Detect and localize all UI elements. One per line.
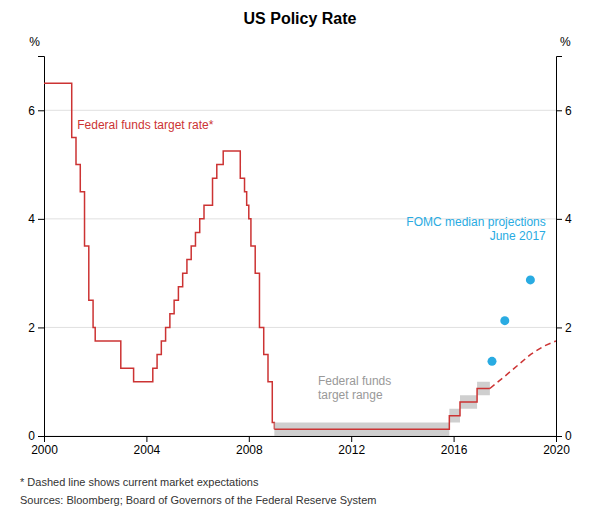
tick: 6 [556,104,572,118]
tick-mark [454,436,455,442]
grid [44,110,556,436]
tick-mark [38,110,44,111]
tick-mark [249,436,250,442]
tick-mark [146,436,147,442]
line [274,389,490,430]
tick: 2012 [338,436,365,457]
tick: 6 [28,104,44,118]
tick: 2004 [134,436,161,457]
tick: 2000 [31,436,58,457]
tick: 2 [556,321,572,335]
tick: 0 [28,429,44,443]
tick-label: 2012 [338,443,365,457]
axis-line [38,57,45,437]
range-area [274,382,490,436]
marks [44,83,556,436]
annotation: Federal funds target rate* [77,118,213,132]
tick-label: 4 [28,212,35,226]
tick-label: 6 [28,104,35,118]
tick-mark [556,219,562,220]
footnote: Sources: Bloomberg; Board of Governors o… [20,494,376,506]
tick-label: 2000 [31,443,58,457]
grid-line [44,327,556,328]
chart: 20002004200820122016202002460246Federal … [0,0,600,528]
annotation: FOMC median projectionsJune 2017 [406,215,546,243]
tick-label: 6 [565,104,572,118]
tick: 0 [556,429,572,443]
tick-mark [351,436,352,442]
tick-label: 2020 [543,443,570,457]
y-axis-right: 0 2 4 6 [556,57,572,444]
tick: 4 [28,212,44,226]
x-axis: 2000 2004 2008 2012 2016 2020 [31,436,570,457]
tick-label: 4 [565,212,572,226]
plot-area: 20002004200820122016202002460246Federal … [28,57,572,457]
tick-mark [38,436,44,437]
tick-label: 0 [565,429,572,443]
tick-label: 2016 [441,443,468,457]
title: US Policy Rate [244,10,357,27]
tick-label: 2004 [134,443,161,457]
axis-line [557,57,563,437]
axis-unit: % [560,35,571,49]
tick: 2 [28,321,44,335]
point [488,357,497,366]
grid-line [44,110,556,111]
tick-label: 2 [565,321,572,335]
axis-unit: % [29,35,40,49]
tick: 2008 [236,436,263,457]
annotations: Federal funds target rate* Federal fundst… [77,118,546,402]
tick: 4 [556,212,572,226]
tick-mark [556,436,562,437]
tick-label: 0 [28,429,35,443]
y-axis-left: 0 2 4 6 [28,57,44,444]
line [490,341,556,389]
point [500,316,509,325]
axis-line [45,437,557,443]
tick-mark [38,219,44,220]
tick-mark [556,327,562,328]
point [526,275,535,284]
line [44,83,274,429]
tick-mark [38,327,44,328]
annotation: Federal fundstarget range [318,374,391,402]
tick: 2016 [441,436,468,457]
tick-mark [556,110,562,111]
tick-label: 2 [28,321,35,335]
tick-label: 2008 [236,443,263,457]
footnote: * Dashed line shows current market expec… [20,476,259,488]
